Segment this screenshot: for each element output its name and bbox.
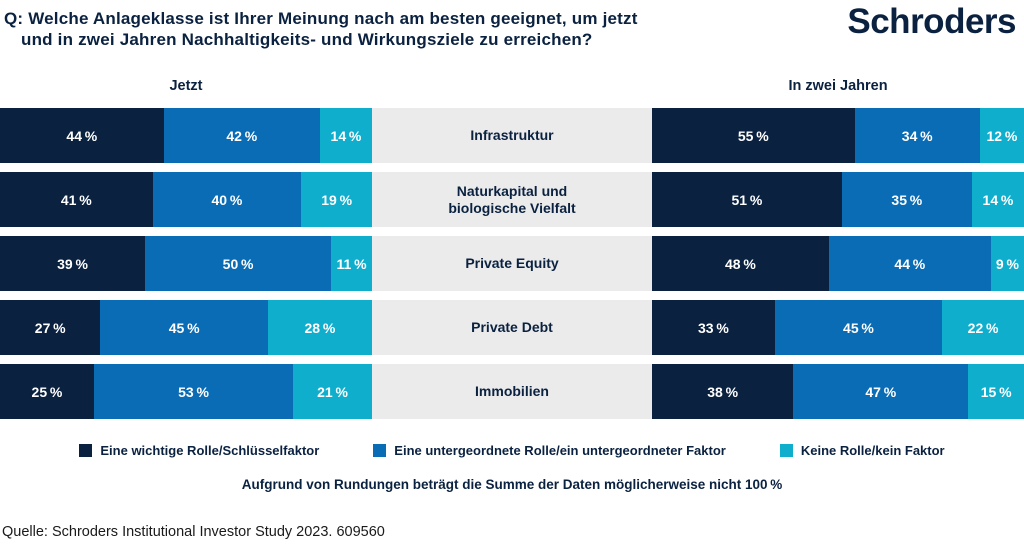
bar-group-jetzt: 44 % 42 % 14 % [0,108,372,163]
bar-segment: 42 % [163,108,320,163]
bar-group-jetzt: 41 % 40 % 19 % [0,172,372,227]
legend-label: Eine wichtige Rolle/Schlüsselfaktor [100,443,320,458]
category-label-text: Naturkapital und biologische Vielfalt [448,182,576,216]
bar-segment: 44 % [0,108,164,163]
bar-group-zwei-jahren: 48 % 44 % 9 % [652,236,1024,291]
bar-segment: 55 % [652,108,855,163]
bar-segment: 34 % [854,108,980,163]
chart-row: 25 % 53 % 21 % Immobilien 38 % 47 % 15 % [0,364,1024,419]
bar-segment: 45 % [100,300,268,355]
category-label-text: Private Equity [465,255,559,271]
schroders-logo: Schroders [847,2,1016,41]
bar-group-zwei-jahren: 38 % 47 % 15 % [652,364,1024,419]
category-label-text: Infrastruktur [470,127,554,143]
category-label: Private Debt [372,300,652,355]
bar-segment: 47 % [793,364,969,419]
category-label: Immobilien [372,364,652,419]
legend-swatch-icon [373,444,387,457]
bar-segment: 51 % [652,172,842,227]
bar-segment: 38 % [652,364,794,419]
bar-segment: 45 % [774,300,943,355]
legend-item: Eine wichtige Rolle/Schlüsselfaktor [79,443,319,458]
bar-segment: 15 % [968,364,1024,419]
bar-segment: 22 % [942,300,1024,355]
stacked-bar-chart: Jetzt In zwei Jahren 44 % 42 % 14 % Infrast… [0,78,1024,428]
bar-group-jetzt: 25 % 53 % 21 % [0,364,372,419]
bar-group-zwei-jahren: 55 % 34 % 12 % [652,108,1024,163]
chart-title-line2: und in zwei Jahren Nachhaltigkeits- und … [21,30,593,49]
category-label: Naturkapital und biologische Vielfalt [372,172,652,227]
bar-segment: 39 % [0,236,146,291]
bar-segment: 44 % [828,236,991,291]
bar-segment: 28 % [267,300,372,355]
source-line: Quelle: Schroders Institutional Investor… [2,524,385,540]
bar-segment: 25 % [0,364,94,419]
chart-row: 27 % 45 % 28 % Private Debt 33 % 45 % 22 % [0,300,1024,355]
group-headers: Jetzt In zwei Jahren [0,78,1024,94]
bar-segment: 35 % [841,172,972,227]
bar-segment: 21 % [293,364,372,419]
legend-item: Eine untergeordnete Rolle/ein untergeord… [373,443,726,458]
chart-title: Q: Welche Anlageklasse ist Ihrer Meinung… [4,8,638,50]
bar-segment: 14 % [319,108,372,163]
bar-segment: 9 % [990,236,1024,291]
bar-group-jetzt: 39 % 50 % 11 % [0,236,372,291]
bar-segment: 41 % [0,172,153,227]
bar-segment: 12 % [979,108,1024,163]
chart-row: 44 % 42 % 14 % Infrastruktur 55 % 34 % 12 % [0,108,1024,163]
category-label-text: Private Debt [471,319,553,335]
bar-segment: 50 % [145,236,332,291]
chart-row: 39 % 50 % 11 % Private Equity 48 % 44 % 9 % [0,236,1024,291]
category-label: Private Equity [372,236,652,291]
legend-item: Keine Rolle/kein Faktor [779,443,945,458]
bar-segment: 33 % [652,300,775,355]
group-header-spacer [372,78,652,94]
rounding-note: Aufgrund von Rundungen beträgt die Summe… [241,477,783,492]
category-label: Infrastruktur [372,108,652,163]
bar-segment: 11 % [331,236,372,291]
bar-segment: 48 % [652,236,829,291]
bar-group-zwei-jahren: 51 % 35 % 14 % [652,172,1024,227]
bar-segment: 14 % [971,172,1024,227]
legend-swatch-icon [79,444,93,457]
bar-group-zwei-jahren: 33 % 45 % 22 % [652,300,1024,355]
category-label-text: Immobilien [475,383,549,399]
bar-group-jetzt: 27 % 45 % 28 % [0,300,372,355]
chart-row: 41 % 40 % 19 % Naturkapital und biologische… [0,172,1024,227]
legend: Eine wichtige Rolle/Schlüsselfaktor Eine … [0,443,1024,458]
chart-title-line1: Q: Welche Anlageklasse ist Ihrer Meinung… [4,9,638,28]
group-header-in-zwei-jahren: In zwei Jahren [788,78,888,94]
legend-label: Eine untergeordnete Rolle/ein untergeord… [394,443,726,458]
bar-segment: 40 % [152,172,302,227]
bar-segment: 53 % [93,364,294,419]
chart-rows: 44 % 42 % 14 % Infrastruktur 55 % 34 % 12 % 41 … [0,108,1024,419]
group-header-jetzt: Jetzt [169,78,203,94]
bar-segment: 27 % [0,300,101,355]
legend-swatch-icon [779,444,793,457]
legend-label: Keine Rolle/kein Faktor [800,443,945,458]
bar-segment: 19 % [301,172,372,227]
